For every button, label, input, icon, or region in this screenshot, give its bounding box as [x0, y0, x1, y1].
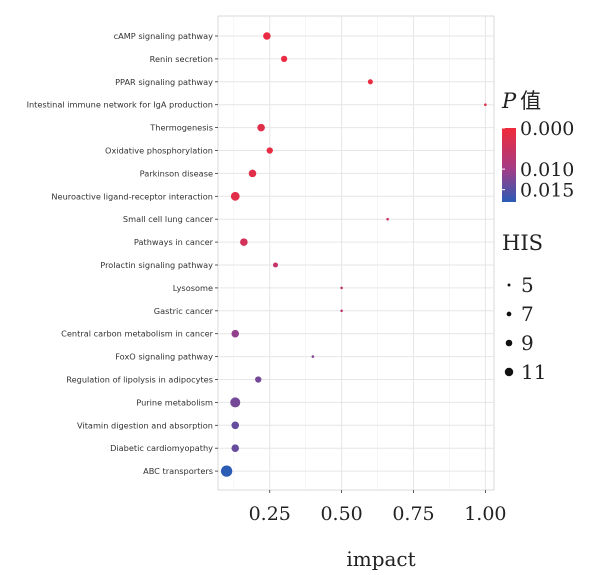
color-legend-title-prefix: P [501, 89, 517, 113]
color-legend-title-suffix: 值 [520, 89, 541, 113]
category-label: Oxidative phosphorylation [105, 146, 213, 156]
size-legend-dot [506, 311, 512, 317]
category-labels: cAMP signaling pathway Renin secretion PPA… [27, 31, 218, 476]
category-label: FoxO signaling pathway [115, 352, 213, 362]
category-label: Prolactin signaling pathway [100, 260, 213, 270]
category-label: ABC transporters [143, 466, 213, 476]
data-point [231, 444, 240, 452]
data-point [220, 465, 233, 477]
size-legend-label: 5 [521, 273, 534, 297]
category-label: Parkinson disease [140, 168, 213, 178]
data-point [280, 55, 288, 63]
size-legend: HIS 5 7 9 11 [502, 231, 546, 384]
data-point [272, 262, 279, 268]
category-label: Thermogenesis [149, 123, 213, 133]
category-label: Regulation of lipolysis in adipocytes [66, 375, 213, 385]
size-legend-items: 5 7 9 11 [504, 273, 546, 384]
category-label: cAMP signaling pathway [114, 31, 214, 41]
grid-layer [218, 16, 494, 490]
color-legend-label: 0.010 [520, 159, 574, 181]
data-point [266, 147, 273, 154]
category-label: Gastric cancer [154, 306, 214, 316]
color-legend-bar [502, 128, 516, 202]
data-point [263, 32, 271, 40]
data-point [311, 355, 315, 358]
data-point [484, 103, 487, 106]
x-axis-ticks: 0.25 0.50 0.75 1.00 [249, 490, 507, 525]
data-point [367, 79, 373, 85]
size-legend-label: 9 [521, 331, 534, 355]
data-point [231, 421, 240, 430]
size-legend-label: 7 [521, 302, 534, 326]
data-point [248, 169, 257, 178]
data-point [340, 309, 343, 313]
x-tick-label: 0.75 [392, 503, 434, 525]
color-legend-label: 0.000 [520, 118, 574, 140]
data-point [255, 376, 262, 383]
x-tick-label: 0.25 [249, 503, 291, 525]
category-label: Vitamin digestion and absorption [77, 420, 213, 430]
category-label: Neuroactive ligand-receptor interaction [51, 191, 213, 201]
category-label: Central carbon metabolism in cancer [61, 329, 213, 339]
data-point [230, 191, 240, 201]
color-legend-label: 0.015 [520, 180, 574, 202]
data-point [340, 286, 343, 290]
x-tick-label: 1.00 [464, 503, 506, 525]
data-point [240, 238, 248, 246]
category-label: Renin secretion [150, 54, 213, 64]
category-label: PPAR signaling pathway [115, 77, 213, 87]
category-label: Pathways in cancer [134, 237, 214, 247]
category-label: Lysosome [173, 283, 213, 293]
size-legend-dot [507, 283, 511, 287]
data-point [386, 217, 389, 221]
category-label: Diabetic cardiomyopathy [110, 443, 213, 453]
size-legend-label: 11 [521, 360, 546, 384]
category-label: Purine metabolism [136, 397, 213, 407]
data-point [230, 397, 241, 408]
x-axis-label: impact [346, 547, 415, 571]
size-legend-title: HIS [502, 231, 543, 255]
x-tick-label: 0.50 [320, 503, 362, 525]
size-legend-dot [505, 339, 513, 347]
data-point [231, 329, 240, 338]
data-point [257, 123, 265, 132]
data-points [220, 32, 487, 477]
size-legend-dot [504, 367, 514, 377]
category-label: Intestinal immune network for IgA produc… [27, 100, 213, 110]
category-label: Small cell lung cancer [123, 214, 214, 224]
plot-panel [217, 15, 495, 491]
